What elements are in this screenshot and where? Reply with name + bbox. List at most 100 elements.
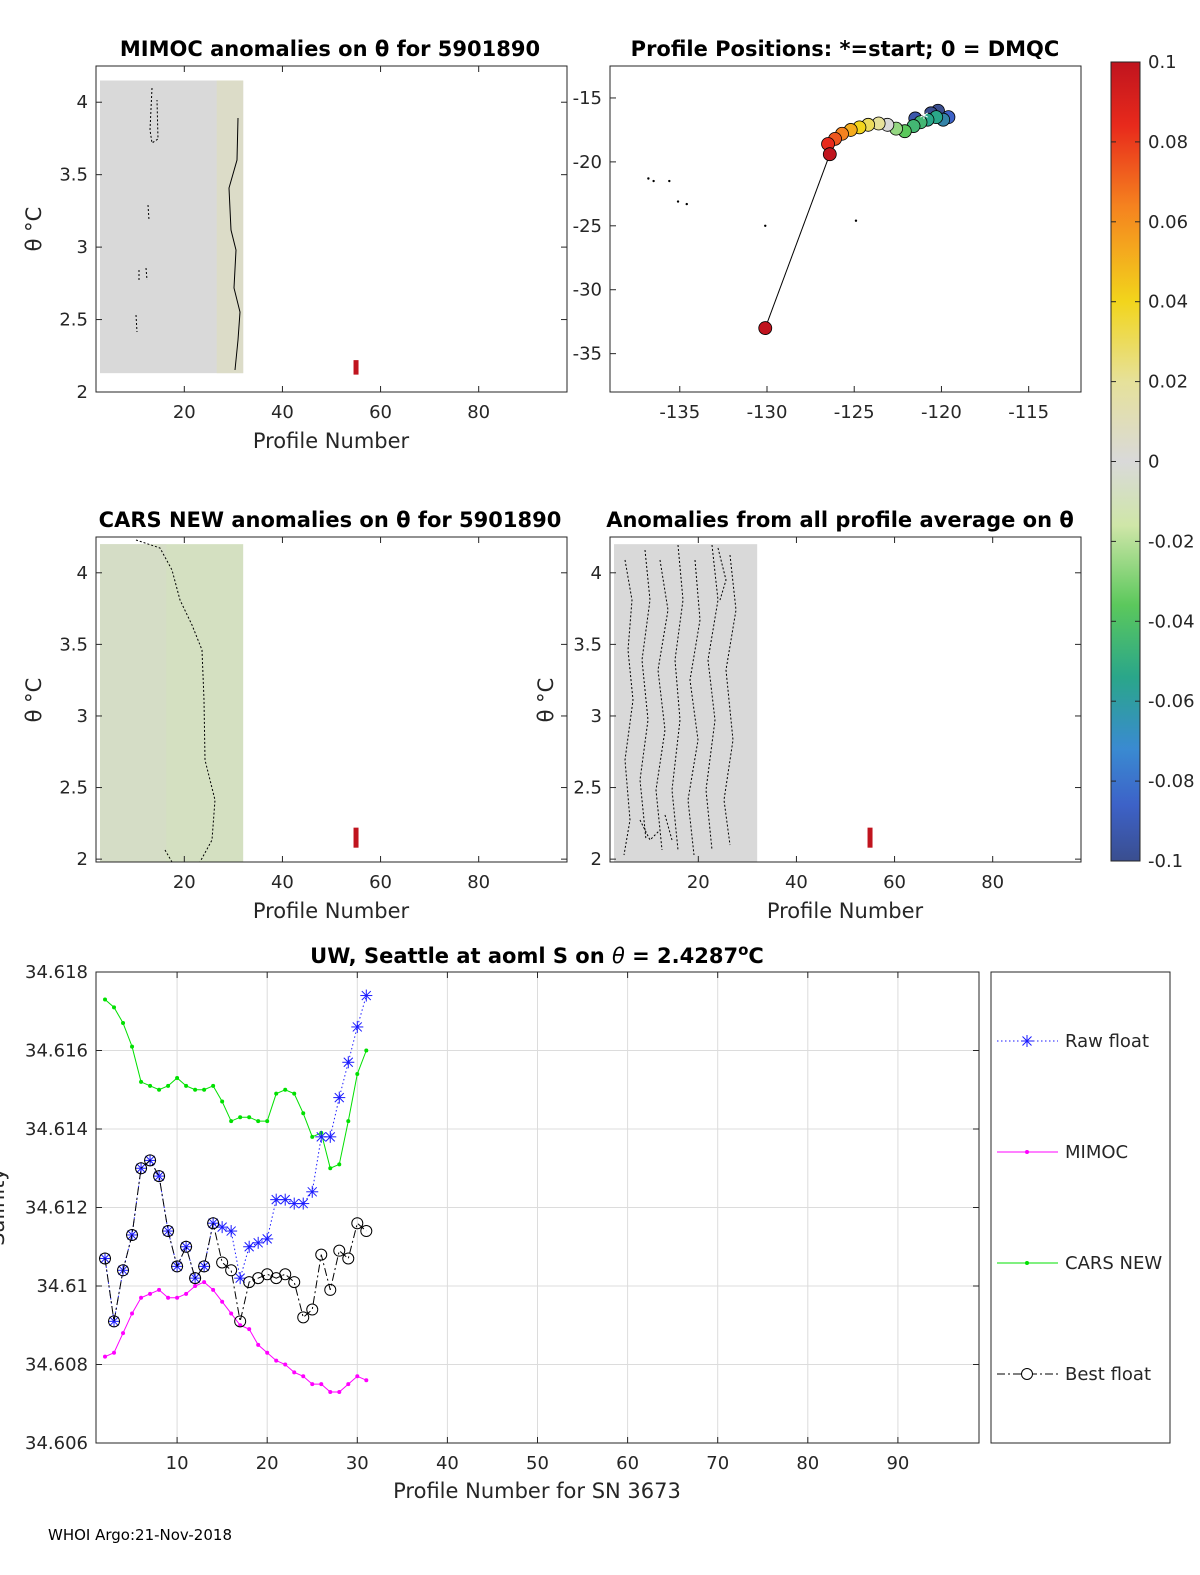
y-tick-label: 3.5 xyxy=(573,634,602,655)
legend-items: Raw float MIMOC CARS NEW Best float xyxy=(997,1031,1162,1385)
data-point xyxy=(364,1048,369,1053)
x-tick-label: 90 xyxy=(886,1453,909,1474)
y-tick-label: 2.5 xyxy=(59,778,88,799)
y-tick-label: 2 xyxy=(591,849,602,870)
x-tick-label: -115 xyxy=(1008,402,1049,423)
cars-panel: CARS NEW anomalies on θ for 5901890 20 40… xyxy=(22,508,568,923)
mimoc-ylabel: θ °C xyxy=(22,207,46,252)
data-point xyxy=(121,1331,126,1336)
cars-contours xyxy=(135,539,216,863)
star-stroke xyxy=(154,1171,164,1181)
y-tick-label: 4 xyxy=(591,563,602,584)
data-point xyxy=(157,1087,162,1092)
star-stroke xyxy=(271,1194,282,1205)
x-tick-label: 80 xyxy=(981,872,1004,893)
x-tick-label: 40 xyxy=(785,872,808,893)
data-point xyxy=(153,1170,166,1183)
y-tick-label: 34.61 xyxy=(36,1276,88,1297)
allavg-title: Anomalies from all profile average on θ xyxy=(606,508,1074,532)
mimoc-red-marker xyxy=(353,360,359,375)
x-tick-label: -125 xyxy=(834,402,875,423)
positions-track: * xyxy=(758,103,956,335)
cars-y-ticks: 2 2.5 3 3.5 4 xyxy=(59,563,567,870)
data-point xyxy=(238,1115,243,1120)
y-tick-label: 3.5 xyxy=(59,634,88,655)
star-stroke xyxy=(307,1186,318,1197)
positions-title: Profile Positions: *=start; 0 = DMQC xyxy=(631,37,1060,61)
x-tick-label: 60 xyxy=(369,872,392,893)
data-point xyxy=(126,1228,139,1241)
allavg-y-ticks: 2 2.5 3 3.5 4 xyxy=(573,563,1081,870)
y-tick-label: 4 xyxy=(77,92,88,113)
data-point xyxy=(324,1130,337,1143)
data-point xyxy=(130,1044,135,1049)
star-stroke xyxy=(334,1092,345,1103)
colorbar-tick-label: 0.08 xyxy=(1148,132,1188,153)
data-point xyxy=(193,1284,198,1288)
data-point xyxy=(337,1389,342,1394)
x-tick-label: 40 xyxy=(271,872,294,893)
data-point xyxy=(99,1252,112,1265)
data-point xyxy=(225,1225,238,1238)
star-stroke xyxy=(217,1222,227,1232)
data-point xyxy=(355,1374,360,1379)
y-tick-label: 34.616 xyxy=(25,1041,88,1062)
data-point xyxy=(328,1389,333,1394)
salinity-title: UW, Seattle at aoml S on θ = 2.4287oC xyxy=(310,941,764,968)
positions-plot-area xyxy=(610,66,1081,392)
y-tick-label: 2 xyxy=(77,849,88,870)
allavg-x-ticks: 20 40 60 80 xyxy=(687,537,1004,893)
data-point xyxy=(351,1217,364,1230)
data-point xyxy=(180,1240,193,1253)
data-point xyxy=(211,1083,216,1088)
salinity-legend: Raw float MIMOC CARS NEW Best float xyxy=(990,971,1171,1444)
data-point xyxy=(279,1193,292,1206)
data-point xyxy=(301,1374,306,1379)
y-tick-label: 2.5 xyxy=(573,778,602,799)
data-point xyxy=(148,1083,153,1088)
positions-axes-box xyxy=(609,65,1082,393)
data-point xyxy=(175,1075,180,1080)
cars-axes-box xyxy=(95,536,568,863)
data-point xyxy=(346,1382,351,1387)
x-tick-label: -130 xyxy=(747,402,788,423)
data-point xyxy=(112,1005,117,1010)
data-point xyxy=(333,1091,346,1104)
data-point xyxy=(229,1119,234,1124)
salinity-x-ticks: 10 20 30 40 50 60 70 80 90 xyxy=(166,972,909,1474)
x-tick-label: 60 xyxy=(883,872,906,893)
x-tick-label: 20 xyxy=(256,1453,279,1474)
data-point xyxy=(166,1295,171,1300)
data-point xyxy=(108,1315,121,1328)
star-stroke xyxy=(1022,1036,1032,1046)
y-tick-label: 34.606 xyxy=(25,1433,88,1454)
allavg-red-marker xyxy=(867,827,873,848)
mimoc-axes-box xyxy=(95,65,568,393)
data-point xyxy=(211,1287,216,1292)
y-tick-label: 3 xyxy=(77,237,88,258)
star-stroke xyxy=(262,1234,273,1244)
data-point xyxy=(193,1087,198,1092)
y-tick-label: 2.5 xyxy=(59,310,88,331)
data-point xyxy=(153,1170,166,1183)
star-stroke xyxy=(253,1237,264,1248)
y-tick-label: 34.608 xyxy=(25,1355,88,1376)
data-point xyxy=(315,1248,328,1261)
star-stroke xyxy=(235,1273,246,1284)
data-point xyxy=(175,1295,180,1300)
x-tick-label: 80 xyxy=(467,402,490,423)
mimoc-y-ticks: 2 2.5 3 3.5 4 xyxy=(59,92,567,403)
data-point xyxy=(216,1221,229,1234)
legend-marker xyxy=(1021,1035,1033,1047)
legend-box xyxy=(990,971,1171,1444)
data-point xyxy=(310,1134,315,1139)
y-tick-label: 3 xyxy=(591,706,602,727)
data-point xyxy=(328,1166,333,1171)
salinity-series xyxy=(99,989,373,1394)
positions-panel: Profile Positions: *=start; 0 = DMQC * -… xyxy=(573,37,1082,423)
profile-position-marker xyxy=(758,321,773,335)
position-dot xyxy=(676,200,680,203)
data-point xyxy=(306,1185,319,1198)
data-point xyxy=(229,1311,234,1316)
x-tick-label: 20 xyxy=(173,872,196,893)
